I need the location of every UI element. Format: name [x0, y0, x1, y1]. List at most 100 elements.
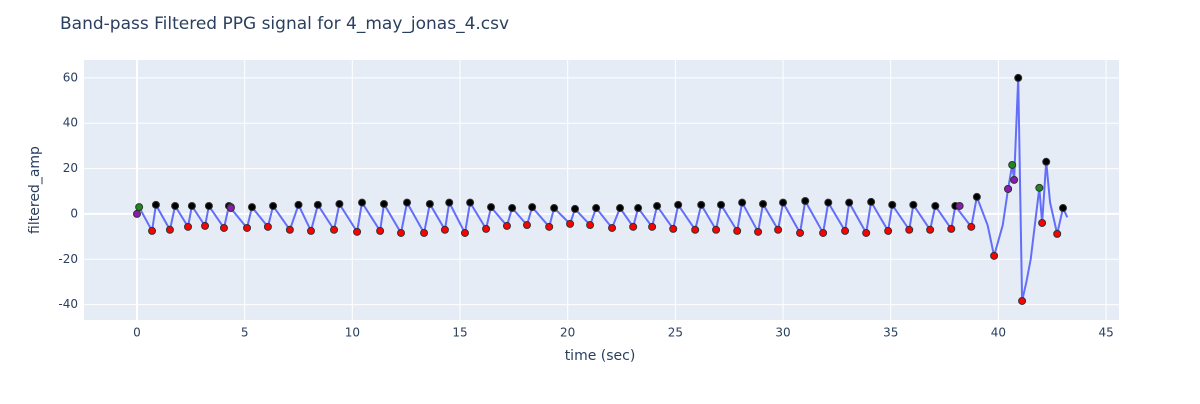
marker [947, 224, 956, 233]
marker [376, 226, 385, 235]
marker [403, 198, 412, 207]
marker [187, 201, 196, 210]
x-tick-label: 35 [883, 326, 898, 340]
chart-title: Band-pass Filtered PPG signal for 4_may_… [60, 14, 509, 34]
marker [269, 201, 278, 210]
marker [909, 200, 918, 209]
marker [990, 251, 999, 260]
marker [669, 224, 678, 233]
marker [466, 198, 475, 207]
marker [629, 222, 638, 231]
x-tick-label: 10 [345, 326, 360, 340]
marker [796, 228, 805, 237]
marker [1010, 175, 1019, 184]
marker [151, 200, 160, 209]
y-tick-label: -40 [58, 297, 78, 311]
marker [508, 204, 517, 213]
marker [712, 225, 721, 234]
marker [697, 200, 706, 209]
y-axis-label: filtered_amp [27, 146, 43, 234]
marker [926, 225, 935, 234]
marker [1042, 157, 1051, 166]
x-axis-label: time (sec) [565, 348, 636, 364]
marker [754, 227, 763, 236]
marker [634, 204, 643, 213]
marker [1035, 183, 1044, 192]
marker [502, 221, 511, 230]
x-tick-label: 45 [1098, 326, 1113, 340]
marker [171, 201, 180, 210]
marker [425, 199, 434, 208]
marker [841, 226, 850, 235]
marker [1018, 296, 1027, 305]
marker [528, 203, 537, 212]
plot-area [84, 60, 1119, 320]
marker [774, 225, 783, 234]
marker [420, 228, 429, 237]
marker [263, 222, 272, 231]
marker [733, 226, 742, 235]
marker [931, 201, 940, 210]
marker [1004, 184, 1013, 193]
marker [674, 200, 683, 209]
marker [460, 228, 469, 237]
marker [738, 198, 747, 207]
marker [132, 209, 141, 218]
marker [967, 222, 976, 231]
marker [201, 221, 210, 230]
marker [691, 225, 700, 234]
marker [135, 203, 144, 212]
y-tick-label: 20 [63, 161, 78, 175]
marker [801, 196, 810, 205]
marker [330, 225, 339, 234]
marker [247, 203, 256, 212]
x-tick-label: 40 [991, 326, 1006, 340]
marker [487, 203, 496, 212]
marker [888, 200, 897, 209]
marker [608, 223, 617, 232]
marker [819, 228, 828, 237]
marker [759, 199, 768, 208]
marker [867, 197, 876, 206]
marker [285, 225, 294, 234]
marker [1014, 73, 1023, 82]
marker [884, 226, 893, 235]
x-tick-label: 0 [133, 326, 141, 340]
marker [358, 198, 367, 207]
marker [616, 204, 625, 213]
marker [545, 222, 554, 231]
marker [1053, 229, 1062, 238]
marker [955, 201, 964, 210]
marker [226, 204, 235, 213]
marker [148, 226, 157, 235]
marker [586, 221, 595, 230]
x-tick-label: 15 [452, 326, 467, 340]
marker [219, 223, 228, 232]
marker [845, 198, 854, 207]
marker [313, 200, 322, 209]
marker [550, 204, 559, 213]
marker [379, 199, 388, 208]
marker [335, 199, 344, 208]
marker [905, 225, 914, 234]
marker [779, 198, 788, 207]
x-tick-label: 30 [775, 326, 790, 340]
y-tick-label: 0 [70, 206, 78, 220]
marker [165, 225, 174, 234]
marker [184, 222, 193, 231]
marker [648, 222, 657, 231]
marker [1038, 218, 1047, 227]
y-tick-label: 60 [63, 70, 78, 84]
marker [824, 198, 833, 207]
x-tick-label: 25 [668, 326, 683, 340]
x-tick-label: 20 [560, 326, 575, 340]
marker [294, 200, 303, 209]
marker [445, 198, 454, 207]
marker [353, 227, 362, 236]
marker [1059, 204, 1068, 213]
marker [243, 223, 252, 232]
marker [482, 224, 491, 233]
y-tick-label: 40 [63, 116, 78, 130]
marker [204, 201, 213, 210]
